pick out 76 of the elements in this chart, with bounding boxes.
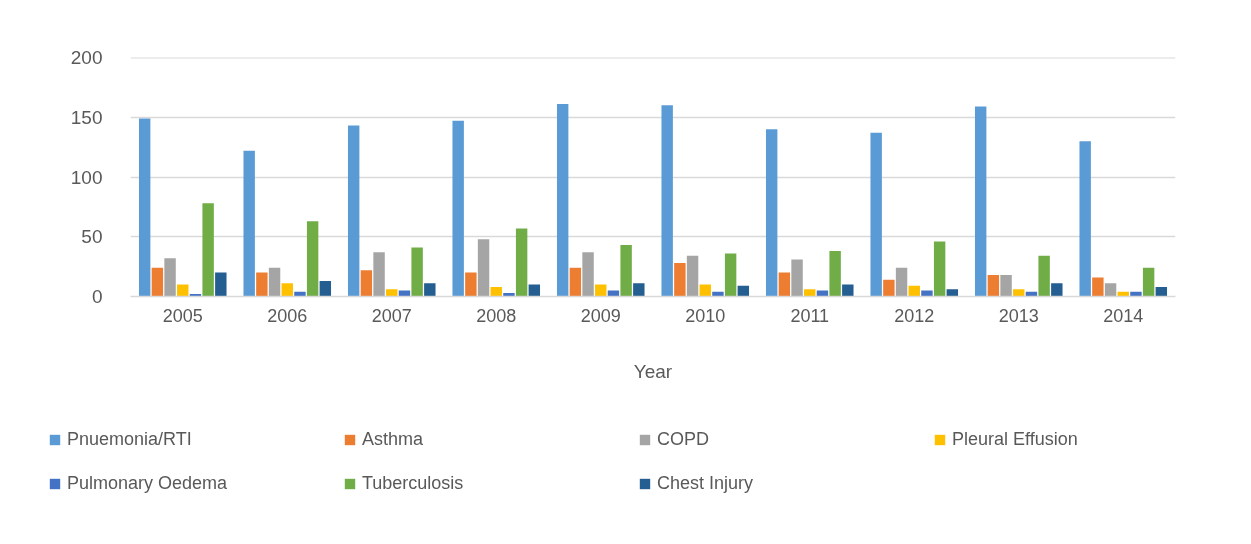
bar	[1092, 277, 1104, 297]
bar	[256, 272, 268, 297]
y-tick-label: 0	[91, 286, 103, 307]
bar	[319, 280, 332, 297]
bar	[829, 251, 841, 297]
legend-label: Asthma	[362, 429, 425, 450]
bar	[883, 279, 895, 297]
legend-label: Chest Injury	[657, 473, 755, 494]
bar	[1104, 283, 1117, 297]
bar	[674, 263, 686, 297]
y-tick-label: 150	[70, 106, 103, 128]
bar	[490, 286, 502, 297]
bar	[360, 270, 373, 297]
bar	[633, 283, 645, 297]
x-tick-label: 2005	[162, 305, 203, 326]
bar	[243, 150, 255, 297]
bar	[477, 239, 490, 297]
bar	[138, 118, 151, 297]
bar	[804, 289, 816, 297]
bar	[1000, 274, 1012, 297]
bar	[215, 272, 227, 297]
x-tick-label: 2009	[580, 305, 621, 326]
bar	[933, 241, 946, 297]
bar	[686, 255, 699, 297]
bar	[151, 267, 164, 297]
bar	[268, 267, 281, 297]
bar	[281, 283, 293, 297]
bar	[424, 283, 436, 297]
x-tick-label: 2006	[267, 305, 308, 326]
x-tick-label: 2014	[1103, 305, 1144, 326]
x-axis-title: Year	[633, 360, 673, 382]
bar	[987, 274, 1000, 297]
y-tick-label: 100	[70, 166, 103, 188]
bar	[556, 104, 569, 297]
bar	[620, 245, 632, 297]
legend-label: Pulmonary Oedema	[67, 473, 229, 494]
bar	[661, 105, 673, 297]
bar	[347, 125, 360, 297]
bar	[582, 252, 594, 297]
bar	[895, 267, 908, 297]
y-tick-label: 200	[70, 47, 103, 68]
y-tick-label: 50	[81, 226, 103, 248]
x-tick-label: 2013	[998, 305, 1039, 326]
bar	[1142, 267, 1155, 297]
x-tick-label: 2010	[685, 305, 726, 326]
bar	[1013, 289, 1025, 297]
bar	[1051, 283, 1063, 297]
x-tick-label: 2007	[371, 305, 412, 326]
bar	[724, 253, 737, 297]
bar	[1038, 255, 1050, 297]
bar	[202, 203, 214, 297]
bar	[974, 106, 987, 297]
bar	[386, 289, 398, 297]
bar	[515, 228, 528, 297]
bar	[1079, 141, 1091, 297]
bar	[1155, 286, 1168, 297]
bar	[870, 132, 882, 297]
bar	[765, 129, 778, 297]
bar	[452, 120, 464, 297]
legend-label: Pnuemonia/RTI	[67, 429, 193, 450]
bar	[946, 289, 959, 297]
bar	[778, 272, 791, 297]
legend-label: Pleural Effusion	[952, 429, 1079, 450]
bar	[373, 252, 385, 297]
bar	[465, 272, 477, 297]
x-tick-label: 2011	[790, 305, 830, 326]
bar	[842, 284, 854, 297]
bar	[306, 221, 319, 297]
bar	[164, 258, 176, 297]
bar	[791, 259, 803, 297]
x-tick-label: 2012	[894, 305, 935, 326]
bar	[411, 247, 423, 297]
x-tick-label: 2008	[476, 305, 517, 326]
bar	[569, 267, 582, 297]
legend-label: Tuberculosis	[362, 473, 465, 494]
legend-label: COPD	[657, 429, 710, 450]
